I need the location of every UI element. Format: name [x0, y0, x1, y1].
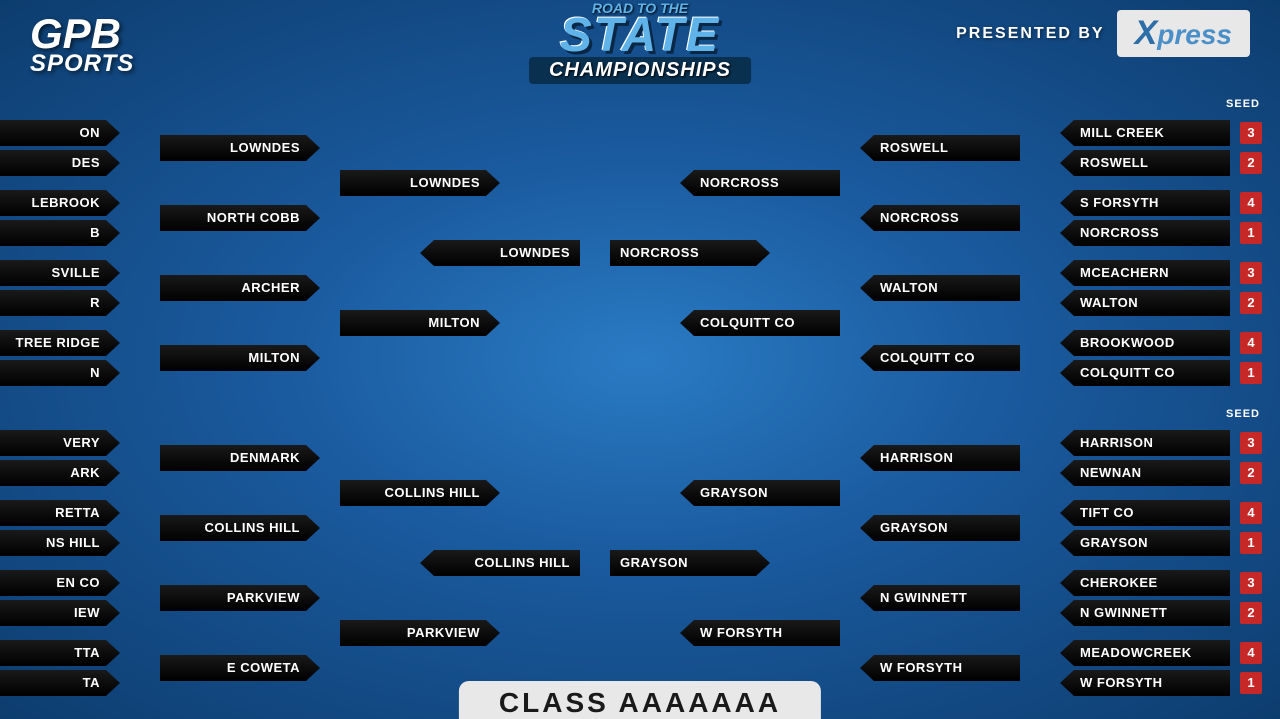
bracket-slot: W FORSYTH — [680, 620, 840, 646]
sponsor-logo: Xpress — [1117, 10, 1250, 57]
seed-badge: 4 — [1240, 502, 1262, 524]
bracket-slot: NS HILL — [0, 530, 120, 556]
seed-header-top: SEED — [1226, 98, 1260, 110]
bracket-slot: EN CO — [0, 570, 120, 596]
bracket-slot: B — [0, 220, 120, 246]
bracket-slot: DENMARK — [160, 445, 320, 471]
bracket-slot: NORTH COBB — [160, 205, 320, 231]
title-champ: CHAMPIONSHIPS — [529, 57, 751, 84]
seed-header-mid: SEED — [1226, 408, 1260, 420]
bracket-slot: COLLINS HILL — [340, 480, 500, 506]
bracket-slot: E COWETA — [160, 655, 320, 681]
bracket-slot: IEW — [0, 600, 120, 626]
seed-badge: 1 — [1240, 672, 1262, 694]
header: GPB SPORTS ROAD TO THE STATE CHAMPIONSHI… — [0, 0, 1280, 100]
bracket-slot: HARRISON — [1060, 430, 1230, 456]
seed-badge: 1 — [1240, 532, 1262, 554]
bracket-slot: MILTON — [160, 345, 320, 371]
bracket-slot: NORCROSS — [610, 240, 770, 266]
bracket-slot: LOWNDES — [160, 135, 320, 161]
bracket-slot: N GWINNETT — [1060, 600, 1230, 626]
bracket-slot: GRAYSON — [1060, 530, 1230, 556]
bracket-slot: PARKVIEW — [340, 620, 500, 646]
title-state: STATE — [529, 16, 751, 57]
seed-badge: 2 — [1240, 602, 1262, 624]
bracket-slot: ARCHER — [160, 275, 320, 301]
bracket-slot: PARKVIEW — [160, 585, 320, 611]
bracket-slot: NORCROSS — [860, 205, 1020, 231]
bracket-slot: GRAYSON — [610, 550, 770, 576]
sponsor-block: PRESENTED BY Xpress — [956, 10, 1250, 57]
bracket-slot: W FORSYTH — [1060, 670, 1230, 696]
bracket-slot: VERY — [0, 430, 120, 456]
bracket-slot: NEWNAN — [1060, 460, 1230, 486]
bracket-slot: BROOKWOOD — [1060, 330, 1230, 356]
bracket-slot: ARK — [0, 460, 120, 486]
seed-badge: 2 — [1240, 152, 1262, 174]
bracket-slot: CHEROKEE — [1060, 570, 1230, 596]
bracket-slot: TREE RIDGE — [0, 330, 120, 356]
bracket-slot: COLQUITT CO — [680, 310, 840, 336]
bracket-slot: SVILLE — [0, 260, 120, 286]
bracket-slot: LEBROOK — [0, 190, 120, 216]
bracket-slot: NORCROSS — [680, 170, 840, 196]
seed-badge: 1 — [1240, 362, 1262, 384]
bracket-slot: GRAYSON — [860, 515, 1020, 541]
bracket-slot: ROSWELL — [1060, 150, 1230, 176]
seed-badge: 3 — [1240, 122, 1262, 144]
bracket-slot: MILL CREEK — [1060, 120, 1230, 146]
bracket: SEED SEED CLASS AAAAAAA ONDESLEBROOKBSVI… — [0, 110, 1280, 719]
seed-badge: 1 — [1240, 222, 1262, 244]
bracket-slot: LOWNDES — [340, 170, 500, 196]
bracket-slot: MILTON — [340, 310, 500, 336]
bracket-slot: COLQUITT CO — [860, 345, 1020, 371]
bracket-slot: MEADOWCREEK — [1060, 640, 1230, 666]
seed-badge: 4 — [1240, 642, 1262, 664]
bracket-slot: N — [0, 360, 120, 386]
bracket-slot: WALTON — [1060, 290, 1230, 316]
bracket-slot: NORCROSS — [1060, 220, 1230, 246]
bracket-slot: TIFT CO — [1060, 500, 1230, 526]
bracket-slot: ROSWELL — [860, 135, 1020, 161]
bracket-slot: GRAYSON — [680, 480, 840, 506]
seed-badge: 3 — [1240, 262, 1262, 284]
bracket-slot: S FORSYTH — [1060, 190, 1230, 216]
bracket-slot: HARRISON — [860, 445, 1020, 471]
seed-badge: 4 — [1240, 332, 1262, 354]
bracket-slot: ON — [0, 120, 120, 146]
bracket-slot: COLLINS HILL — [420, 550, 580, 576]
bracket-slot: LOWNDES — [420, 240, 580, 266]
bracket-slot: N GWINNETT — [860, 585, 1020, 611]
presented-by: PRESENTED BY — [956, 25, 1104, 43]
bracket-slot: WALTON — [860, 275, 1020, 301]
bracket-slot: TA — [0, 670, 120, 696]
title-logo: ROAD TO THE STATE CHAMPIONSHIPS — [529, 0, 751, 84]
bracket-slot: TTA — [0, 640, 120, 666]
bracket-slot: R — [0, 290, 120, 316]
seed-badge: 3 — [1240, 432, 1262, 454]
bracket-slot: COLLINS HILL — [160, 515, 320, 541]
bracket-slot: COLQUITT CO — [1060, 360, 1230, 386]
seed-badge: 2 — [1240, 462, 1262, 484]
bracket-slot: DES — [0, 150, 120, 176]
bracket-slot: RETTA — [0, 500, 120, 526]
bracket-slot: W FORSYTH — [860, 655, 1020, 681]
seed-badge: 3 — [1240, 572, 1262, 594]
seed-badge: 4 — [1240, 192, 1262, 214]
gpb-logo: GPB SPORTS — [30, 10, 134, 78]
class-label: CLASS AAAAAAA — [459, 681, 821, 719]
logo-sub: SPORTS — [30, 50, 134, 78]
bracket-slot: MCEACHERN — [1060, 260, 1230, 286]
seed-badge: 2 — [1240, 292, 1262, 314]
